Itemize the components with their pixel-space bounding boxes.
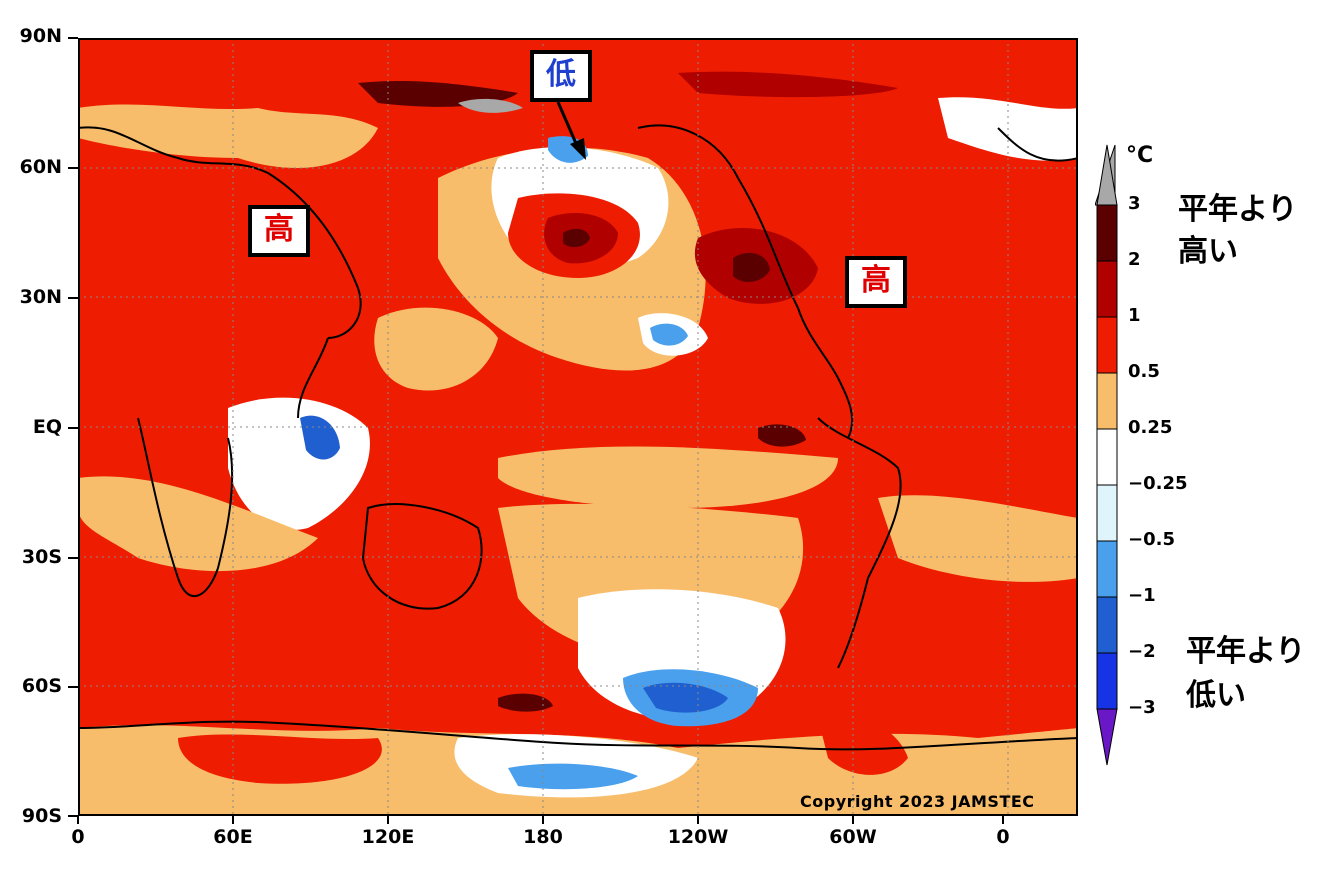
legend-level-m3: −3 — [1128, 697, 1156, 718]
pacific-cool-spot — [650, 323, 688, 346]
x-tick — [852, 816, 854, 824]
legend-higher-label-line1: 平年より — [1178, 192, 1298, 227]
legend-swatch-m05tom1 — [1096, 540, 1118, 598]
north-atlantic-neutral — [938, 97, 1076, 161]
legend-swatch-2to3 — [1096, 204, 1118, 262]
el-nino-core — [758, 424, 806, 447]
legend-under-triangle — [1096, 708, 1118, 766]
x-label-0: 0 — [71, 826, 85, 848]
coastline-india — [297, 337, 329, 419]
coastline-europe — [997, 127, 1076, 162]
coastline-eurasia — [80, 126, 362, 339]
annotation-low-bering: 低 — [530, 50, 592, 102]
y-label-90s: 90S — [21, 805, 62, 827]
coastline-australia — [361, 503, 483, 610]
coastline-africa — [137, 417, 234, 598]
low-pointer-arrow — [556, 101, 586, 160]
y-label-30s: 30S — [21, 546, 62, 568]
x-label-60w: 60W — [829, 826, 877, 848]
y-tick — [68, 167, 78, 169]
arctic-gray-patch — [458, 98, 523, 113]
southern-ocean-cold — [643, 682, 728, 713]
y-tick — [68, 686, 78, 688]
arrow-head — [570, 138, 586, 160]
y-tick — [68, 427, 78, 429]
annotation-high-atlantic: 高 — [845, 256, 907, 308]
legend-swatch-m1tom2 — [1096, 596, 1118, 654]
x-tick — [697, 816, 699, 824]
y-tick — [68, 297, 78, 299]
legend-level-2: 2 — [1128, 249, 1141, 270]
legend-swatch-m2tom3 — [1096, 652, 1118, 710]
arrow-shaft — [556, 101, 580, 149]
south-pacific-band — [498, 446, 838, 508]
south-pacific-hot-spot — [498, 693, 553, 712]
coastline-north-america — [637, 124, 854, 439]
legend-lower-label-line2: 低い — [1186, 678, 1246, 713]
legend-level-m2: −2 — [1128, 641, 1156, 662]
x-label-0-east: 0 — [996, 826, 1010, 848]
north-pacific-core — [563, 228, 590, 248]
legend-level-m0-5: −0.5 — [1128, 529, 1175, 550]
legend-level-1: 1 — [1128, 305, 1141, 326]
x-tick — [387, 816, 389, 824]
legend-level-0-5: 0.5 — [1128, 361, 1160, 382]
legend-swatch-025to05 — [1096, 372, 1118, 430]
x-label-120e: 120E — [361, 826, 415, 848]
annotation-high-eurasia: 高 — [248, 205, 310, 257]
legend-swatch-1to2 — [1096, 260, 1118, 318]
coastline-south-america — [817, 417, 902, 669]
south-atlantic-patch — [878, 495, 1076, 582]
copyright-notice: Copyright 2023 JAMSTEC — [800, 792, 1035, 811]
y-label-90n: 90N — [19, 25, 62, 47]
x-label-180: 180 — [523, 826, 563, 848]
legend-colorbar — [1095, 144, 1118, 766]
south-indian-patch — [80, 476, 318, 572]
y-tick — [68, 557, 78, 559]
legend-swatch-neutral — [1096, 428, 1118, 486]
y-label-60n: 60N — [19, 156, 62, 178]
antarctic-peninsula-warm — [818, 715, 908, 775]
y-tick — [68, 37, 78, 39]
x-label-60e: 60E — [213, 826, 253, 848]
legend-higher-label-line2: 高い — [1178, 234, 1238, 269]
map-canvas — [80, 40, 1076, 814]
legend-level-0-25: 0.25 — [1128, 417, 1173, 438]
legend-level-3: 3 — [1128, 193, 1141, 214]
graticule — [80, 40, 1076, 814]
west-pacific-warm — [374, 307, 498, 391]
us-hot-core — [733, 252, 770, 282]
legend-unit: °C — [1126, 143, 1154, 168]
legend-level-m1: −1 — [1128, 585, 1156, 606]
eurasia-warm-patch — [80, 104, 378, 168]
antarctic-warm-patch — [178, 734, 382, 784]
legend-lower-label-line1: 平年より — [1186, 634, 1306, 669]
legend-swatch-m025tom05 — [1096, 484, 1118, 542]
legend-swatch-05to1 — [1096, 316, 1118, 374]
arctic-dark-red-patch — [678, 71, 898, 98]
x-label-120w: 120W — [667, 826, 729, 848]
legend-level-m0-25: −0.25 — [1128, 473, 1188, 494]
x-tick — [542, 816, 544, 824]
temperature-anomaly-map — [78, 38, 1078, 816]
y-label-eq: EQ — [32, 416, 62, 438]
y-label-30n: 30N — [19, 286, 62, 308]
coastlines — [80, 124, 1076, 751]
coastline-antarctica — [80, 720, 1076, 751]
y-label-60s: 60S — [21, 675, 62, 697]
x-tick — [77, 816, 79, 824]
y-tick — [68, 815, 78, 817]
x-tick — [1002, 816, 1004, 824]
x-tick — [232, 816, 234, 824]
antarctic-cool-spot — [508, 763, 638, 790]
